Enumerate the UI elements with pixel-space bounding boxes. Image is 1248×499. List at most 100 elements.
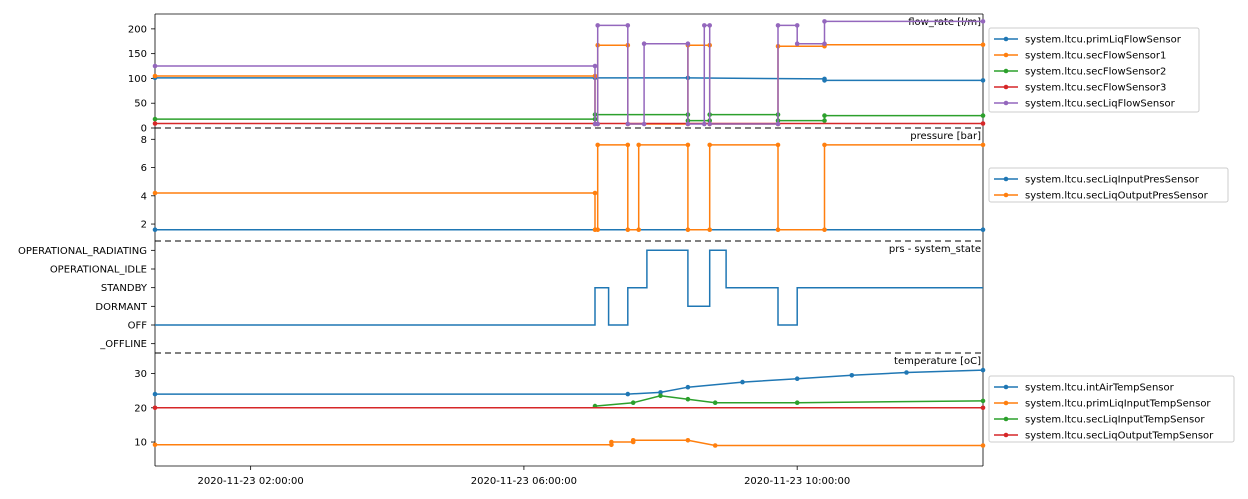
panel-1-series-1-point — [775, 227, 781, 232]
panel-0-series-0-line — [155, 77, 983, 82]
panel-1-series-1-point — [152, 190, 158, 196]
panel-0-legend-marker-2 — [1003, 68, 1009, 74]
panel-2-ytick-label: _OFFLINE — [99, 339, 147, 350]
panel-3-legend-label-3: system.ltcu.secLiqOutputTempSensor — [1025, 431, 1214, 442]
panel-0-series-2-point — [822, 118, 827, 123]
panel-1-series-1-point — [625, 227, 631, 232]
panel-1-series-1-point — [822, 142, 827, 148]
panel-3-ytick-label: 20 — [134, 403, 147, 414]
panel-1-ytick-label: 6 — [141, 163, 147, 174]
panel-0-series-1-point — [980, 42, 986, 47]
panel-1-series-1-point — [980, 142, 986, 148]
panel-1-series-1-point — [595, 227, 600, 232]
panel-1-series-1-line — [155, 144, 983, 231]
panel-3-series-2-point — [630, 400, 636, 406]
panel-0-series-4-point — [641, 121, 647, 127]
panel-0-series-4-point — [685, 41, 691, 46]
panel-0-series-2-point — [980, 113, 986, 118]
panel-0-series-4-point — [152, 63, 158, 69]
panel-3-ytick-label: 10 — [134, 438, 147, 449]
panel-0-series-4-point — [775, 121, 781, 127]
panel-0-legend-label-2: system.ltcu.secFlowSensor2 — [1025, 67, 1166, 78]
panel-0-ytick-label: 200 — [128, 24, 147, 35]
panel-0-series-1-point — [152, 73, 158, 79]
panel-0-series-4-point — [980, 19, 986, 24]
panel-1-series-1-point — [685, 142, 691, 148]
panel-0-series-4-point — [822, 19, 827, 24]
panel-3-series-1-point — [980, 443, 986, 448]
panel-1-series-1-point — [636, 227, 641, 232]
panel-1-series-1-point — [592, 190, 598, 196]
panel-3-series-1-point — [152, 442, 158, 448]
panel-3-series-0-point — [849, 373, 855, 378]
panel-3-series-0-point — [904, 370, 909, 375]
panel-0-series-4-point — [775, 23, 781, 28]
panel-0-series-4-point — [702, 121, 707, 127]
panel-0-series-4-point — [702, 23, 707, 28]
panel-0-series-2-point — [152, 116, 158, 122]
panel-1-series-1-point — [595, 142, 600, 148]
panel-3-legend-label-0: system.ltcu.intAirTempSensor — [1025, 383, 1175, 394]
panel-1-series-0-point — [152, 227, 158, 232]
panel-3-series-2-point — [658, 393, 663, 399]
panel-2-ytick-label: STANDBY — [101, 283, 148, 294]
panel-1-series-0-point — [980, 227, 986, 232]
x-tick-label: 2020-11-23 06:00:00 — [471, 476, 577, 487]
panel-0-series-3-point — [980, 121, 986, 126]
panel-3-series-1-point — [712, 443, 718, 448]
panel-0-legend-marker-4 — [1003, 100, 1009, 106]
panel-0-legend — [988, 27, 1200, 113]
panel-1-series-1-point — [707, 227, 712, 232]
panel-1-series-1-point — [685, 227, 691, 232]
panel-3-legend-marker-0 — [1003, 384, 1009, 390]
panel-3-series-0-point — [794, 376, 800, 382]
panel-1-series-1-point — [822, 227, 827, 232]
panel-1-series-1-point — [625, 142, 631, 148]
panel-3-series-0-point — [658, 390, 663, 395]
panel-0-series-4-point — [592, 63, 598, 69]
panel-3-series-2-line — [594, 395, 984, 407]
panel-3-legend-marker-2 — [1003, 416, 1009, 422]
panel-1-legend-label-0: system.ltcu.secLiqInputPresSensor — [1025, 175, 1200, 186]
panel-2-series-0-line — [155, 249, 983, 326]
panel-0-legend-marker-0 — [1003, 36, 1009, 42]
panel-2-ytick-label: OPERATIONAL_IDLE — [50, 265, 147, 276]
panel-0-ytick-label: 50 — [134, 99, 147, 110]
panel-1-legend-label-1: system.ltcu.secLiqOutputPresSensor — [1025, 191, 1209, 202]
panel-0-series-4-point — [625, 121, 631, 127]
panel-0-series-4-point — [794, 41, 800, 46]
panel-3-legend — [988, 375, 1235, 443]
panel-0-series-4-point — [595, 121, 600, 127]
panel-0-ytick-label: 100 — [128, 74, 147, 85]
panel-1-legend-marker-0 — [1003, 176, 1009, 182]
panel-3-series-3-point — [980, 405, 986, 411]
panel-0-legend-label-3: system.ltcu.secFlowSensor3 — [1025, 83, 1166, 94]
panel-3-series-2-point — [980, 398, 986, 404]
panel-3-title: temperature [oC] — [894, 356, 981, 367]
panel-0-series-4-point — [822, 41, 827, 46]
panel-3-series-2-point — [685, 396, 691, 402]
panel-3-series-0-point — [980, 367, 986, 373]
panel-3-series-0-point — [685, 384, 691, 390]
panel-3-legend-marker-3 — [1003, 432, 1009, 438]
panel-3-series-3-point — [152, 405, 158, 411]
panel-3-series-2-point — [712, 400, 718, 406]
panel-1-ytick-label: 4 — [141, 191, 147, 202]
panel-0-series-4-point — [794, 23, 800, 28]
panel-3-series-1-point — [630, 438, 636, 443]
panel-0-title: flow_rate [l/m] — [908, 17, 981, 28]
panel-1-series-1-point — [707, 142, 712, 148]
panel-0-legend-marker-1 — [1003, 52, 1009, 58]
panel-0-legend-label-1: system.ltcu.secFlowSensor1 — [1025, 51, 1166, 62]
panel-0-series-0-point — [980, 78, 986, 83]
panel-2-ytick-label: OPERATIONAL_RADIATING — [18, 246, 147, 257]
panel-1-title: pressure [bar] — [910, 131, 981, 142]
panel-0-series-3-point — [152, 121, 158, 126]
panel-3-series-0-point — [625, 391, 631, 397]
panel-0-series-2-line — [155, 113, 983, 122]
panel-0-series-4-point — [625, 23, 631, 28]
panel-1-ytick-label: 8 — [141, 135, 147, 146]
panel-0-series-4-line — [155, 20, 983, 125]
panel-0-series-1-line — [155, 43, 983, 125]
